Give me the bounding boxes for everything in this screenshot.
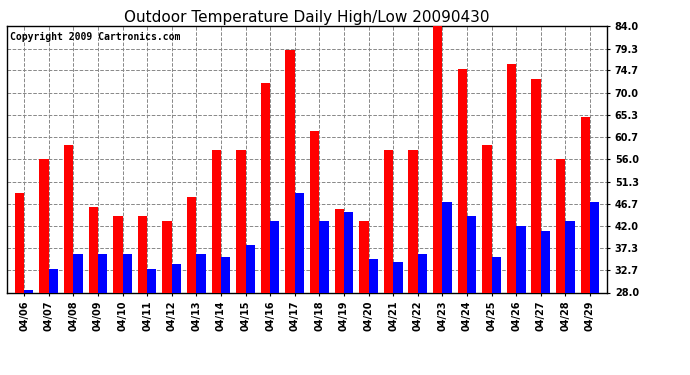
Bar xyxy=(162,221,172,375)
Bar xyxy=(310,131,319,375)
Bar xyxy=(98,255,107,375)
Bar xyxy=(49,269,58,375)
Bar xyxy=(113,216,123,375)
Bar xyxy=(246,245,255,375)
Bar xyxy=(565,221,575,375)
Bar xyxy=(344,211,353,375)
Bar xyxy=(590,202,600,375)
Bar xyxy=(580,117,590,375)
Bar xyxy=(556,159,565,375)
Bar xyxy=(14,193,24,375)
Bar xyxy=(433,26,442,375)
Bar xyxy=(531,78,541,375)
Bar xyxy=(335,209,344,375)
Bar xyxy=(123,255,132,375)
Bar xyxy=(384,150,393,375)
Bar xyxy=(172,264,181,375)
Bar xyxy=(541,231,550,375)
Bar xyxy=(261,83,270,375)
Bar xyxy=(393,262,402,375)
Bar xyxy=(88,207,98,375)
Bar xyxy=(442,202,452,375)
Bar xyxy=(359,221,368,375)
Bar xyxy=(408,150,417,375)
Title: Outdoor Temperature Daily High/Low 20090430: Outdoor Temperature Daily High/Low 20090… xyxy=(124,10,490,25)
Bar xyxy=(24,290,34,375)
Bar xyxy=(187,197,197,375)
Bar xyxy=(286,50,295,375)
Bar xyxy=(491,257,501,375)
Bar xyxy=(507,64,516,375)
Bar xyxy=(39,159,49,375)
Bar xyxy=(197,255,206,375)
Bar xyxy=(467,216,476,375)
Bar xyxy=(270,221,279,375)
Bar xyxy=(516,226,526,375)
Bar xyxy=(295,193,304,375)
Bar xyxy=(319,221,328,375)
Bar xyxy=(147,269,157,375)
Bar xyxy=(368,259,378,375)
Bar xyxy=(236,150,246,375)
Bar xyxy=(457,69,467,375)
Bar xyxy=(138,216,147,375)
Text: Copyright 2009 Cartronics.com: Copyright 2009 Cartronics.com xyxy=(10,32,180,42)
Bar xyxy=(73,255,83,375)
Bar xyxy=(482,145,491,375)
Bar xyxy=(221,257,230,375)
Bar xyxy=(64,145,73,375)
Bar xyxy=(212,150,221,375)
Bar xyxy=(417,255,427,375)
